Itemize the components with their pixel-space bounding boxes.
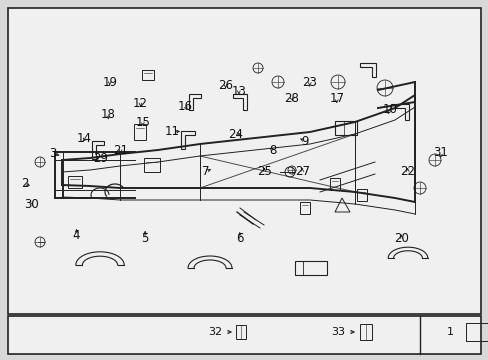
Bar	[8, 8, 480, 314]
Bar	[143, 158, 160, 172]
Text: 5: 5	[141, 231, 148, 244]
Text: 1: 1	[446, 327, 452, 337]
Text: 16: 16	[178, 100, 192, 113]
Bar	[236, 325, 245, 339]
Text: 7: 7	[202, 165, 209, 178]
Bar	[134, 124, 146, 140]
Text: 32: 32	[207, 327, 222, 337]
Bar	[359, 324, 371, 340]
Text: 31: 31	[432, 146, 447, 159]
Bar	[356, 189, 366, 201]
Text: 19: 19	[102, 76, 117, 89]
Text: 14: 14	[77, 132, 92, 145]
Text: 24: 24	[228, 127, 243, 140]
Bar	[329, 178, 339, 190]
Text: 9: 9	[301, 135, 308, 148]
Text: 6: 6	[236, 231, 243, 244]
Text: 4: 4	[73, 229, 80, 242]
Text: 25: 25	[256, 165, 271, 178]
Bar	[299, 202, 309, 214]
Text: 8: 8	[268, 144, 276, 157]
Text: 12: 12	[133, 97, 148, 110]
Text: 33: 33	[330, 327, 345, 337]
Bar	[334, 121, 356, 135]
Text: 13: 13	[231, 85, 246, 98]
Bar	[68, 176, 82, 188]
Text: 3: 3	[49, 147, 57, 160]
Bar	[294, 261, 326, 275]
Text: 28: 28	[284, 92, 299, 105]
Bar	[142, 70, 154, 80]
Text: 22: 22	[399, 165, 414, 178]
Text: 17: 17	[328, 92, 344, 105]
Text: 20: 20	[393, 231, 408, 244]
Text: 23: 23	[302, 76, 317, 90]
Text: 10: 10	[382, 103, 397, 116]
Text: 11: 11	[165, 125, 180, 139]
Text: 29: 29	[93, 152, 107, 165]
Bar	[465, 323, 488, 341]
Text: 18: 18	[101, 108, 116, 121]
Text: 27: 27	[294, 165, 309, 178]
Text: 26: 26	[218, 78, 233, 91]
Text: 30: 30	[24, 198, 39, 211]
Bar	[8, 316, 480, 354]
Text: 21: 21	[113, 144, 128, 157]
Text: 2: 2	[21, 176, 28, 189]
Text: 15: 15	[135, 116, 150, 129]
